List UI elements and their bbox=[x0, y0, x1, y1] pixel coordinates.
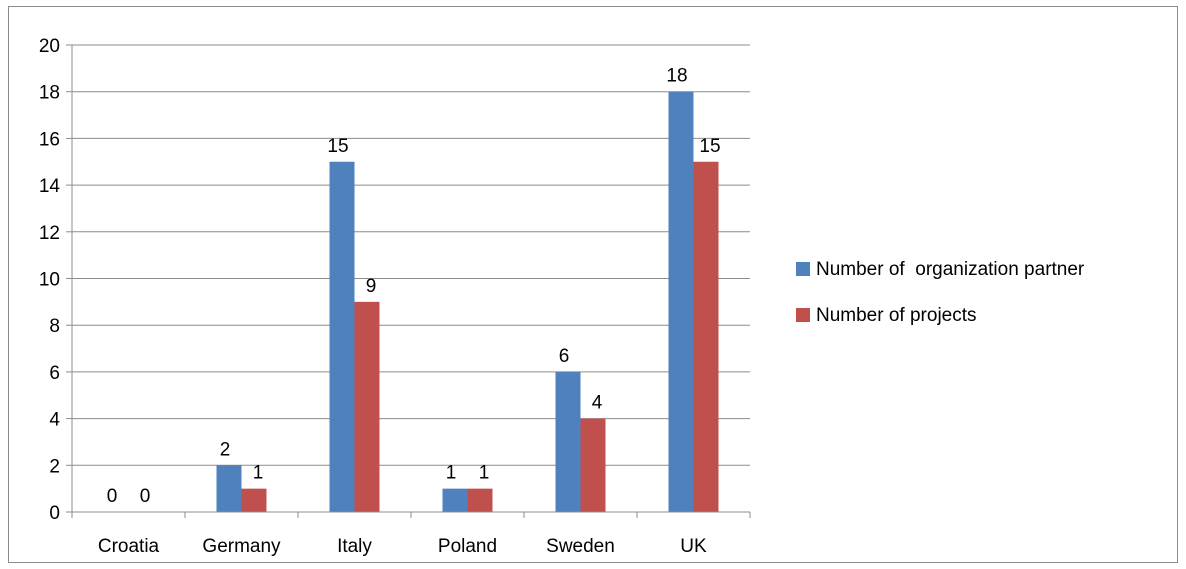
bar-partners-sweden bbox=[555, 371, 581, 512]
bar-projects-poland bbox=[467, 488, 493, 512]
data-label: 1 bbox=[446, 463, 457, 484]
gridlines bbox=[72, 44, 750, 466]
data-label: 6 bbox=[559, 346, 570, 367]
data-label: 9 bbox=[366, 276, 377, 297]
y-tick-label: 6 bbox=[49, 363, 60, 384]
x-category-label: Croatia bbox=[98, 536, 160, 557]
bar-partners-uk bbox=[668, 91, 694, 512]
bar-partners-poland bbox=[442, 488, 468, 512]
legend-label: Number of organization partner bbox=[816, 259, 1085, 280]
bar-projects-italy bbox=[354, 301, 380, 512]
x-category-label: UK bbox=[680, 536, 707, 557]
y-tick-label: 20 bbox=[39, 36, 60, 57]
bar-projects-sweden bbox=[580, 418, 606, 512]
y-tick-label: 16 bbox=[39, 129, 60, 150]
y-tick-label: 2 bbox=[49, 456, 60, 477]
bar-partners-italy bbox=[329, 161, 355, 512]
x-category-label: Germany bbox=[202, 536, 281, 557]
data-label: 2 bbox=[220, 439, 231, 460]
data-label: 0 bbox=[140, 486, 151, 507]
data-label: 0 bbox=[107, 486, 118, 507]
data-label: 15 bbox=[327, 136, 348, 157]
x-category-label: Sweden bbox=[546, 536, 615, 557]
legend-label: Number of projects bbox=[816, 305, 977, 326]
bars bbox=[216, 91, 719, 512]
x-category-label: Poland bbox=[438, 536, 497, 557]
bar-projects-uk bbox=[693, 161, 719, 512]
legend-swatch bbox=[796, 308, 810, 322]
y-tick-label: 8 bbox=[49, 316, 60, 337]
legend-swatch bbox=[796, 262, 810, 276]
legend: Number of organization partner Number of … bbox=[796, 259, 1085, 326]
data-label: 1 bbox=[479, 463, 490, 484]
x-category-label: Italy bbox=[337, 536, 372, 557]
bar-partners-germany bbox=[216, 465, 242, 512]
y-tick-label: 0 bbox=[49, 503, 60, 524]
y-tick-label: 12 bbox=[39, 223, 60, 244]
bar-projects-germany bbox=[241, 488, 267, 512]
data-labels: 0 2 15 1 6 18 0 1 9 1 4 15 bbox=[107, 66, 721, 507]
data-label: 15 bbox=[699, 136, 720, 157]
data-label: 4 bbox=[592, 393, 603, 414]
data-label: 18 bbox=[666, 66, 687, 87]
y-tick-label: 14 bbox=[39, 176, 61, 197]
y-tick-label: 18 bbox=[39, 83, 60, 104]
y-tick-label: 4 bbox=[49, 410, 60, 431]
y-tick-label: 10 bbox=[39, 270, 60, 291]
data-label: 1 bbox=[253, 463, 264, 484]
